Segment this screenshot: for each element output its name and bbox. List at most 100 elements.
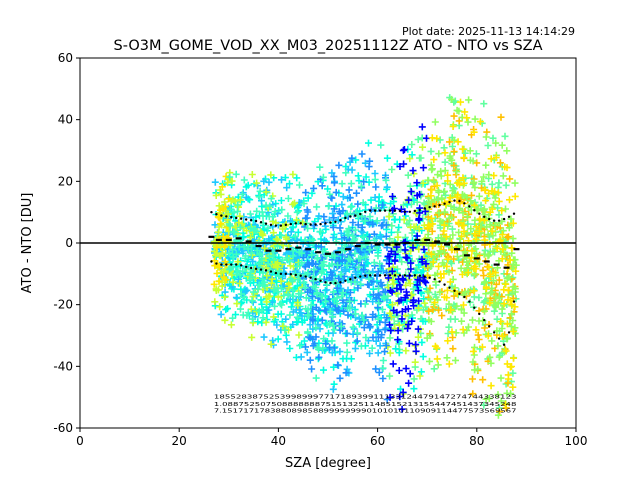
std-upper-point bbox=[364, 210, 367, 213]
std-upper-point bbox=[488, 217, 491, 221]
std-lower-point bbox=[364, 274, 367, 277]
std-upper-point bbox=[423, 207, 426, 210]
std-upper-point bbox=[289, 222, 292, 226]
std-upper-point bbox=[373, 209, 377, 212]
std-lower-point bbox=[249, 266, 253, 270]
scatter-marker-group bbox=[384, 123, 430, 413]
std-lower-point bbox=[483, 318, 486, 322]
std-upper-point bbox=[304, 222, 307, 226]
std-upper-point bbox=[299, 222, 302, 225]
y-tick-label: 20 bbox=[58, 174, 73, 188]
y-axis-label: ATO - NTO [DU] bbox=[20, 193, 35, 294]
count-label-row: 7.15171717838808985889999999901010101109… bbox=[214, 409, 517, 415]
x-tick-label: 20 bbox=[172, 434, 187, 448]
y-tick-label: -40 bbox=[53, 359, 73, 373]
std-upper-point bbox=[408, 210, 412, 213]
std-lower-point bbox=[225, 263, 228, 266]
std-lower-point bbox=[492, 331, 496, 334]
std-upper-point bbox=[314, 223, 317, 226]
std-lower-point bbox=[368, 274, 372, 277]
std-upper-point bbox=[378, 209, 382, 212]
std-upper-point bbox=[220, 214, 223, 217]
std-upper-point bbox=[215, 213, 218, 216]
std-lower-point bbox=[329, 281, 332, 285]
std-lower-point bbox=[254, 267, 258, 271]
std-lower-point bbox=[299, 274, 302, 277]
std-lower-point bbox=[279, 272, 283, 276]
std-upper-point bbox=[354, 214, 357, 217]
std-lower-point bbox=[344, 279, 347, 282]
std-upper-point bbox=[329, 221, 332, 224]
x-axis-ticks: 0 20 40 60 80 100 bbox=[76, 428, 587, 448]
std-upper-point bbox=[284, 223, 288, 227]
std-lower-point bbox=[349, 278, 352, 281]
std-lower-point bbox=[453, 289, 456, 292]
y-tick-label: -60 bbox=[53, 421, 73, 435]
std-lower-point bbox=[497, 337, 501, 340]
std-lower-point bbox=[433, 278, 436, 281]
std-lower-point bbox=[473, 306, 476, 309]
chart-title: S-O3M_GOME_VOD_XX_M03_20251112Z ATO - NT… bbox=[113, 38, 542, 54]
std-lower-point bbox=[304, 275, 307, 278]
x-tick-label: 40 bbox=[271, 434, 286, 448]
std-lower-point bbox=[398, 274, 402, 277]
std-lower-point bbox=[428, 276, 431, 279]
statistics-lines bbox=[80, 199, 576, 346]
std-lower-point bbox=[220, 263, 223, 266]
std-lower-point bbox=[264, 269, 268, 272]
std-lower-point bbox=[507, 331, 511, 334]
std-upper-point bbox=[458, 199, 461, 203]
x-tick-label: 100 bbox=[565, 434, 588, 448]
std-upper-point bbox=[240, 217, 243, 220]
scatter-points bbox=[210, 94, 520, 419]
y-axis-ticks: -60 -40 -20 0 20 40 60 bbox=[53, 51, 80, 435]
std-upper-point bbox=[473, 209, 476, 212]
std-lower-point bbox=[210, 260, 213, 263]
std-upper-point bbox=[483, 215, 486, 218]
std-upper-point bbox=[497, 219, 501, 222]
std-lower-point bbox=[443, 283, 446, 286]
std-upper-point bbox=[492, 219, 496, 222]
std-upper-point bbox=[359, 212, 362, 216]
std-upper-point bbox=[294, 222, 297, 225]
y-tick-label: -20 bbox=[53, 298, 73, 312]
count-labels: 1855283875253998999771718939911133124479… bbox=[214, 395, 517, 415]
std-lower-point bbox=[478, 312, 481, 316]
std-lower-point bbox=[230, 263, 233, 266]
std-upper-point bbox=[254, 219, 258, 223]
std-upper-point bbox=[324, 222, 327, 225]
count-label-row: 1.08875250750888888875151325114851521315… bbox=[214, 402, 517, 408]
std-lower-point bbox=[438, 280, 441, 283]
std-upper-point bbox=[428, 205, 431, 209]
std-lower-point bbox=[378, 274, 382, 277]
std-upper-point bbox=[413, 209, 416, 213]
std-lower-point bbox=[423, 275, 426, 278]
y-tick-label: 40 bbox=[58, 113, 73, 127]
x-axis-label: SZA [degree] bbox=[285, 456, 371, 471]
std-lower-point bbox=[463, 295, 466, 299]
scatter-marker-group bbox=[225, 141, 390, 382]
std-upper-point bbox=[259, 220, 263, 224]
std-upper-point bbox=[463, 202, 466, 205]
std-lower-point bbox=[339, 281, 342, 284]
std-upper-point bbox=[264, 222, 268, 225]
std-lower-point bbox=[269, 270, 273, 273]
std-upper-point bbox=[349, 215, 352, 218]
std-lower-point bbox=[324, 281, 327, 284]
std-upper-point bbox=[344, 216, 347, 220]
std-lower-point bbox=[408, 274, 412, 277]
std-upper-point bbox=[368, 209, 372, 212]
std-upper-point bbox=[398, 209, 402, 213]
std-lower-point bbox=[393, 274, 397, 277]
std-lower-point bbox=[284, 272, 288, 276]
x-tick-label: 0 bbox=[76, 434, 84, 448]
std-lower-point bbox=[244, 265, 248, 269]
std-lower-point bbox=[413, 274, 416, 277]
std-lower-point bbox=[383, 274, 387, 277]
std-lower-point bbox=[373, 274, 377, 277]
std-upper-point bbox=[453, 199, 456, 202]
std-upper-point bbox=[418, 208, 421, 212]
std-lower-point bbox=[259, 268, 263, 271]
std-upper-point bbox=[502, 217, 506, 221]
std-lower-point bbox=[215, 262, 218, 265]
